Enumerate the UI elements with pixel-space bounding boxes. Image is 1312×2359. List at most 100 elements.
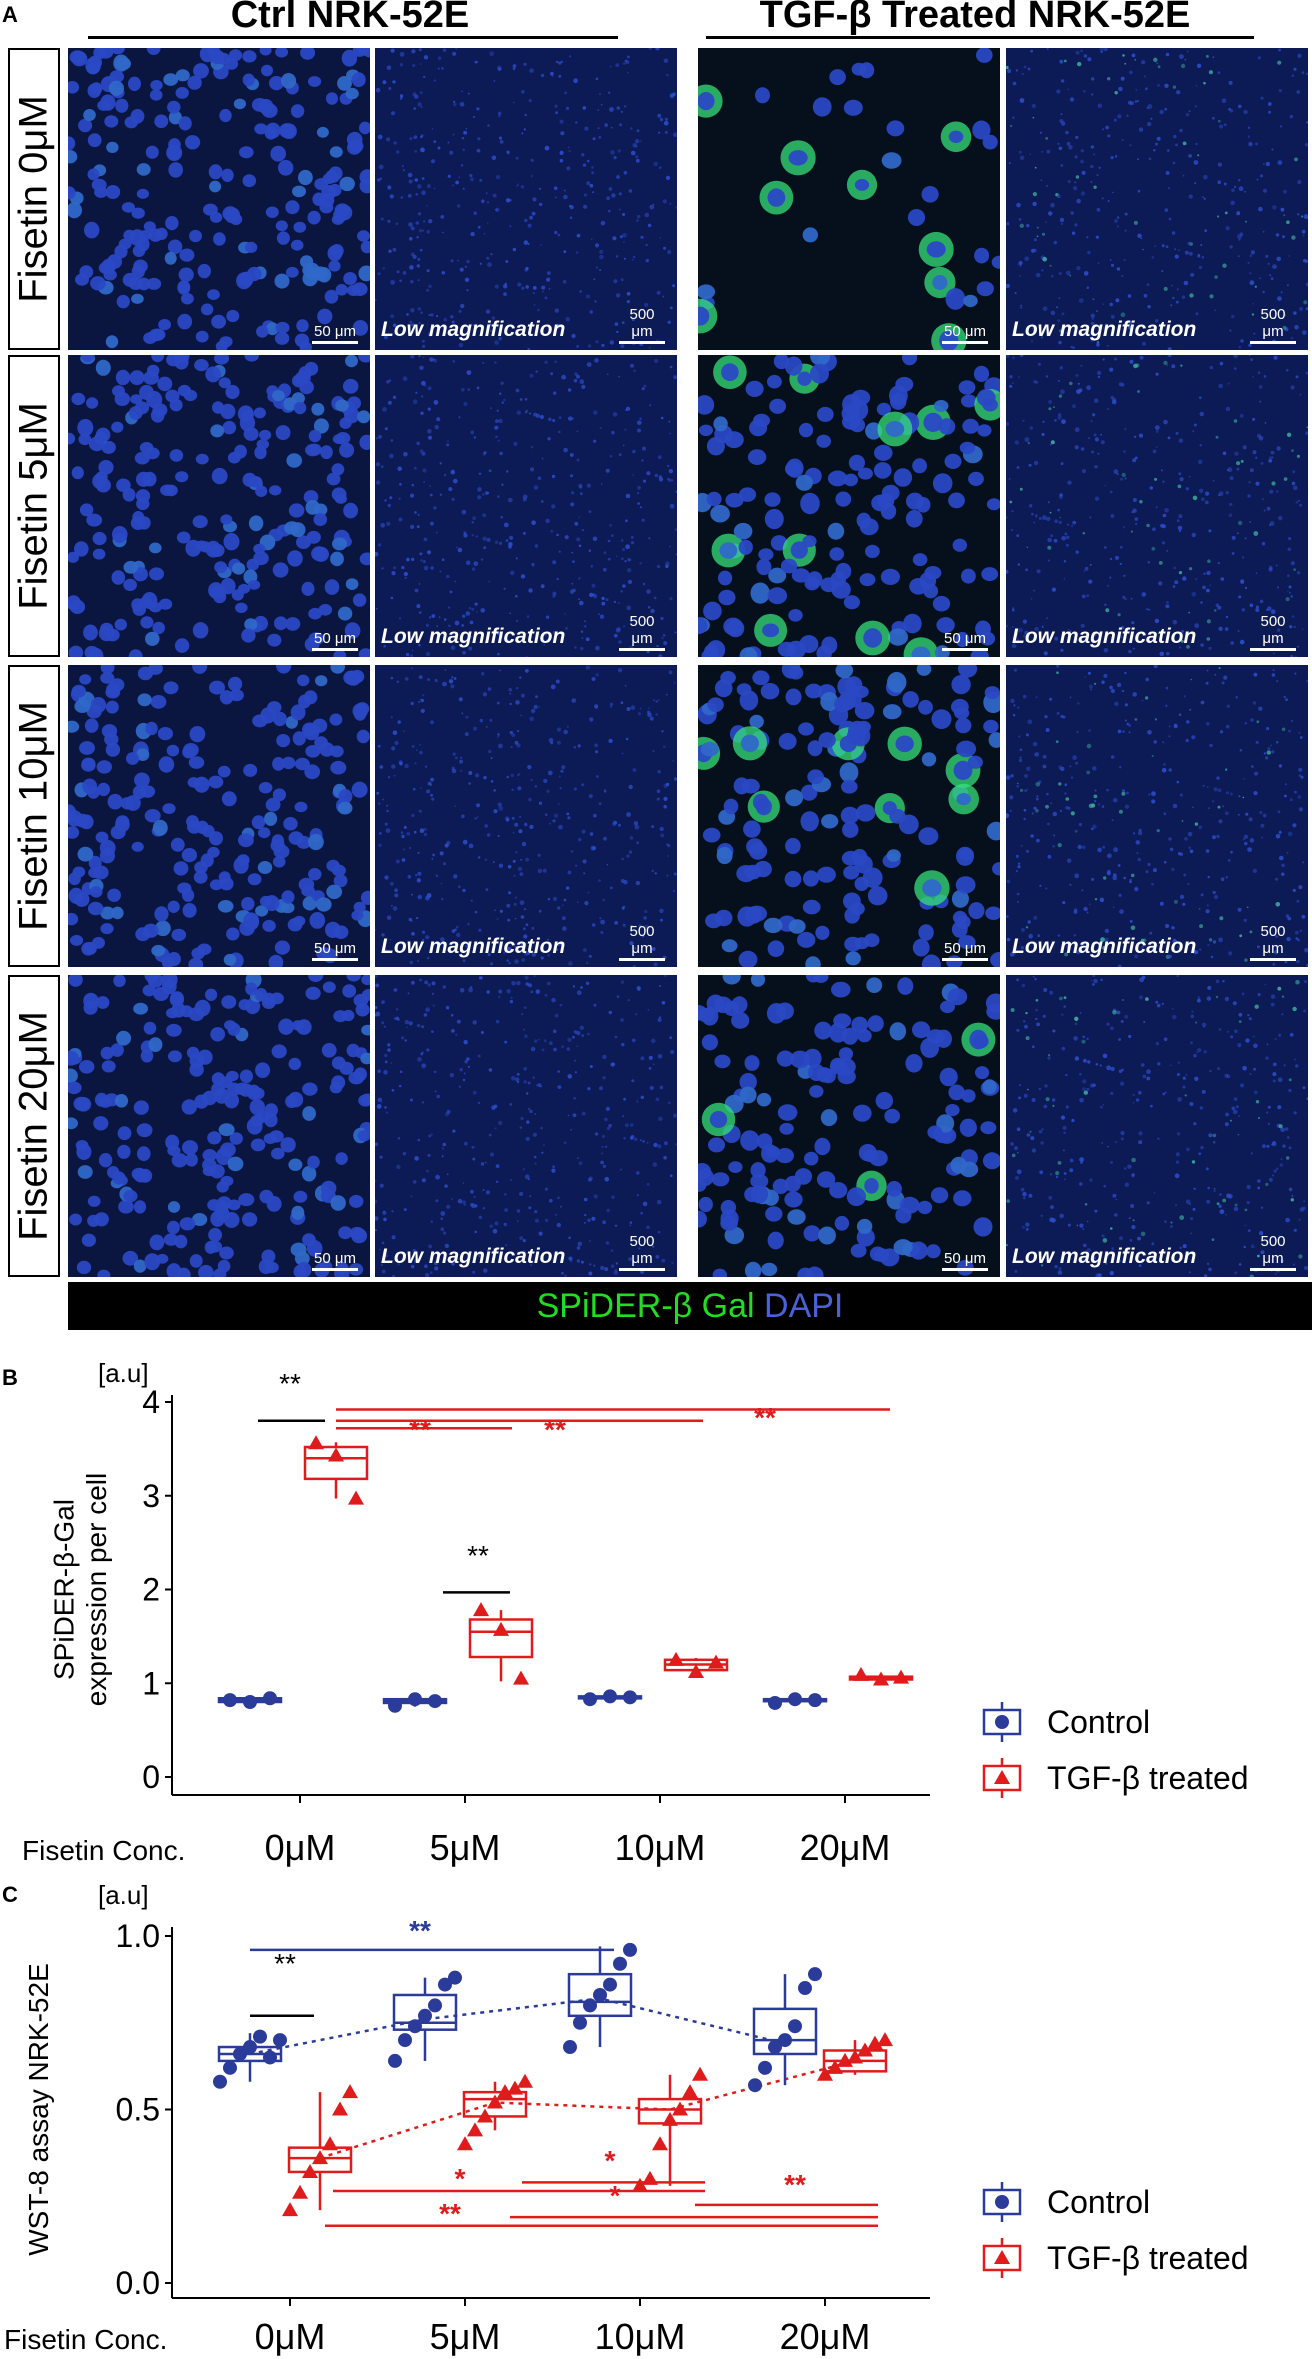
row-label: Fisetin 5μM (8, 355, 60, 657)
scale-bar: 500 μm (1250, 1233, 1296, 1271)
data-point (768, 2040, 782, 2055)
scale-bar: 500 μm (1250, 613, 1296, 651)
scale-bar: 50 μm (942, 1250, 988, 1271)
data-point (253, 2029, 267, 2044)
data-point (282, 2202, 298, 2217)
data-point (322, 2136, 338, 2151)
panel-c-xaxis-title: Fisetin Conc. (4, 2324, 167, 2355)
data-point (583, 1998, 597, 2013)
x-tick-label: 0μM (255, 2316, 326, 2357)
scale-bar-line (619, 958, 665, 961)
box-rect (392, 1993, 458, 2031)
micrograph-image: 50 μm (68, 355, 370, 657)
data-point (613, 1956, 627, 1971)
box-rect (287, 2146, 353, 2174)
scale-bar: 500 μm (619, 1233, 665, 1271)
data-point (243, 1695, 257, 1709)
scale-bar-label: 50 μm (314, 1250, 356, 1267)
data-point (768, 1695, 782, 1710)
dapi-label: DAPI (764, 1287, 844, 1325)
low-magnification-label: Low magnification (381, 1245, 566, 1268)
scale-bar: 500 μm (1250, 306, 1296, 344)
y-axis-title-line: expression per cell (81, 1473, 112, 1706)
panel-c-unit: [a.u] (98, 1880, 149, 1910)
scale-bar-label: 50 μm (314, 940, 356, 957)
scale-bar: 50 μm (312, 940, 358, 961)
scale-bar-line (619, 648, 665, 651)
scale-bar-line (1250, 958, 1296, 961)
data-point (312, 2150, 328, 2165)
micrograph-image: 50 μm (698, 48, 1000, 350)
data-point (662, 2111, 678, 2126)
low-magnification-label: Low magnification (1012, 318, 1197, 341)
scale-bar: 50 μm (312, 630, 358, 651)
x-tick-label: 10μM (595, 2316, 686, 2357)
scale-bar: 500 μm (1250, 923, 1296, 961)
data-point (408, 1692, 422, 1707)
scale-bar-line (942, 1268, 988, 1271)
micrograph-image: 500 μm Low magnification (1006, 665, 1308, 967)
data-point (573, 2015, 587, 2030)
scale-bar: 500 μm (619, 306, 665, 344)
scale-bar-line (942, 958, 988, 961)
micrograph-image: 500 μm Low magnification (1006, 975, 1308, 1277)
data-point (243, 2040, 257, 2055)
data-point (517, 2073, 533, 2088)
data-point (583, 1692, 597, 1707)
data-point (682, 2084, 698, 2099)
data-point (438, 1977, 452, 1992)
micrograph-image: 50 μm (698, 975, 1000, 1277)
y-axis-title: SPiDER-β-Galexpression per cell (49, 1473, 112, 1706)
scale-bar-label: 50 μm (944, 1250, 986, 1267)
scale-bar-line (1250, 1268, 1296, 1271)
data-point (692, 2066, 708, 2081)
row-label-text: Fisetin 10μM (11, 701, 56, 931)
data-point (302, 2163, 318, 2178)
data-point (623, 1942, 637, 1957)
data-point (632, 2177, 648, 2192)
spider-gal-label: SPiDER-β Gal (536, 1287, 755, 1325)
data-point (847, 2049, 863, 2064)
micrograph-image: 500 μm Low magnification (1006, 48, 1308, 350)
scale-bar: 50 μm (942, 940, 988, 961)
micrograph-image: 50 μm (68, 665, 370, 967)
significance-label: ** (409, 1915, 431, 1946)
micrograph-image: 500 μm Low magnification (375, 975, 677, 1277)
scale-bar-line (942, 341, 988, 344)
data-point (292, 2184, 308, 2199)
scale-bar-label: 500 μm (1260, 306, 1286, 340)
x-tick-label: 20μM (800, 1827, 891, 1868)
data-point (457, 2136, 473, 2151)
row-label-text: Fisetin 20μM (11, 1011, 56, 1241)
low-magnification-label: Low magnification (381, 625, 566, 648)
scale-bar-line (1250, 648, 1296, 651)
scale-bar: 50 μm (942, 630, 988, 651)
scale-bar-line (312, 648, 358, 651)
box-rect (468, 1618, 534, 1659)
data-point (778, 2033, 792, 2048)
panel-b-unit: [a.u] (98, 1358, 149, 1388)
significance-label: ** (467, 1540, 489, 1571)
data-point (263, 2050, 277, 2065)
legend-label: Control (1047, 2184, 1150, 2220)
low-magnification-label: Low magnification (1012, 935, 1197, 958)
scale-bar-label: 500 μm (1260, 613, 1286, 647)
group-line-tgf (706, 36, 1254, 39)
micrograph-image: 50 μm (68, 975, 370, 1277)
micrograph-image: 500 μm Low magnification (375, 48, 677, 350)
box-rect (752, 2007, 818, 2056)
low-magnification-label: Low magnification (381, 935, 566, 958)
legend-marker (995, 2195, 1009, 2209)
group-title-tgf: TGF-β Treated NRK-52E (759, 0, 1191, 36)
significance-label: ** (439, 2198, 461, 2229)
low-magnification-label: Low magnification (1012, 625, 1197, 648)
row-label-text: Fisetin 5μM (11, 402, 56, 610)
scale-bar: 50 μm (312, 1250, 358, 1271)
scale-bar-label: 50 μm (944, 323, 986, 340)
y-tick-label: 1.0 (116, 1918, 160, 1954)
significance-label: ** (784, 2169, 806, 2200)
data-point (708, 1654, 724, 1669)
panel-b-xaxis-title: Fisetin Conc. (22, 1835, 185, 1866)
data-point (817, 2066, 833, 2081)
panel-b-letter: B (2, 1365, 18, 1390)
